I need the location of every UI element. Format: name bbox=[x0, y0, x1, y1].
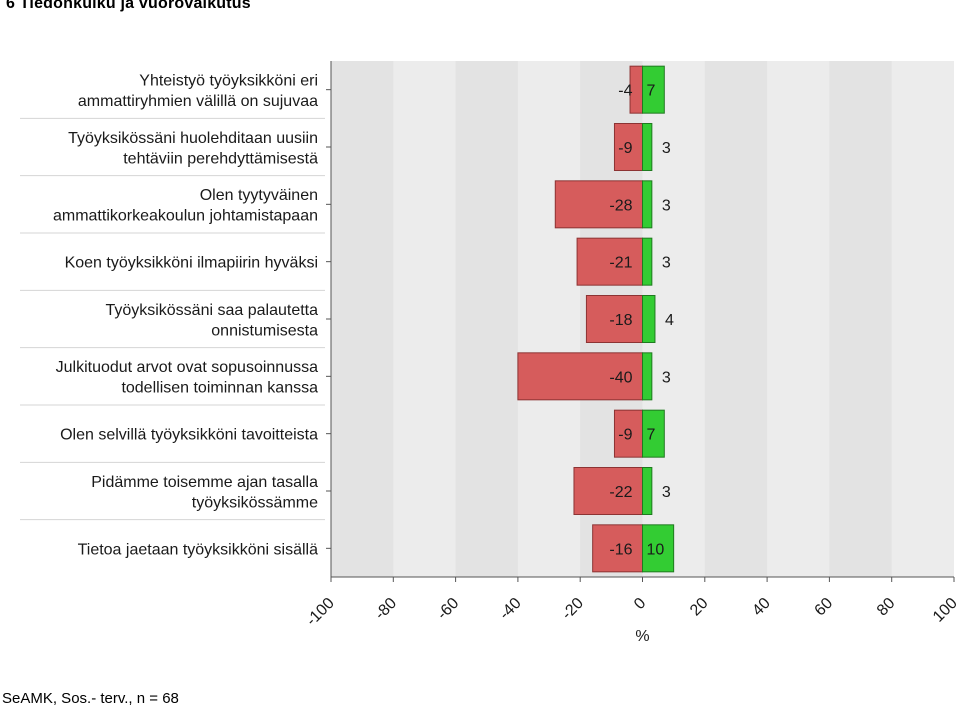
x-tick-label: -40 bbox=[496, 595, 524, 623]
positive-value-label: 3 bbox=[662, 140, 671, 157]
positive-bar bbox=[642, 524, 675, 573]
x-tick-label: -60 bbox=[434, 595, 462, 623]
category-separators bbox=[20, 117, 325, 521]
x-tick-label: 100 bbox=[930, 595, 960, 626]
positive-value-label: 10 bbox=[647, 541, 665, 558]
positive-bar bbox=[642, 467, 653, 515]
positive-bar bbox=[642, 123, 653, 171]
negative-bar bbox=[592, 524, 643, 573]
bars bbox=[517, 65, 675, 573]
negative-bar bbox=[613, 409, 644, 458]
category-label: Yhteistyö työyksikköni eri ammattiryhmien… bbox=[78, 72, 318, 110]
x-tick-label: 0 bbox=[631, 595, 649, 613]
plot-band bbox=[393, 61, 456, 577]
negative-value-label: -9 bbox=[618, 427, 632, 444]
category-label: Koen työyksikköni ilmapiirin hyväksi bbox=[65, 255, 318, 272]
category-label: Tietoa jaetaan työyksikköni sisällä bbox=[78, 541, 319, 558]
x-tick-labels: -100 -80 -60 -40 -20 0 20 40 60 80 100 bbox=[303, 577, 960, 629]
negative-value-label: -22 bbox=[609, 484, 632, 501]
x-tick-label: 80 bbox=[874, 595, 899, 620]
positive-value-label: 7 bbox=[647, 83, 656, 100]
data-labels: -4 7 -9 3 -28 3 -21 3 -18 4 -40 3 -9 7 -22 3 -16 10 bbox=[609, 83, 674, 559]
positive-bar bbox=[642, 237, 653, 286]
negative-value-label: -28 bbox=[609, 197, 632, 214]
negative-value-label: -4 bbox=[618, 83, 632, 100]
negative-value-label: -16 bbox=[609, 541, 632, 558]
negative-bar bbox=[613, 123, 644, 171]
plot-band bbox=[891, 61, 954, 577]
x-tick-label: -100 bbox=[303, 595, 338, 630]
negative-value-label: -18 bbox=[609, 312, 632, 329]
plot-band bbox=[767, 61, 830, 577]
category-label: Työyksikössäni huolehditaan uusiin tehtäv… bbox=[68, 130, 318, 168]
positive-value-label: 4 bbox=[665, 312, 674, 329]
negative-bar bbox=[554, 180, 644, 229]
negative-bar bbox=[517, 352, 644, 401]
x-tick-label: 20 bbox=[687, 595, 712, 620]
positive-value-label: 3 bbox=[662, 484, 671, 501]
positive-bar bbox=[642, 409, 665, 458]
footer-note: SeAMK, Sos.- terv., n = 68 bbox=[2, 690, 179, 707]
category-label: Julkituodut arvot ovat sopusoinnussa tode… bbox=[56, 359, 318, 397]
negative-value-label: -9 bbox=[618, 140, 632, 157]
x-axis-label: % bbox=[635, 628, 649, 645]
positive-bar bbox=[642, 295, 656, 343]
plot-band bbox=[517, 61, 581, 577]
negative-value-label: -40 bbox=[609, 369, 632, 386]
category-label: Pidämme toisemme ajan tasalla työyksiköss… bbox=[91, 474, 318, 512]
x-tick-label: 40 bbox=[749, 595, 774, 620]
positive-bar bbox=[642, 180, 653, 229]
positive-bar bbox=[642, 352, 653, 401]
positive-value-label: 3 bbox=[662, 255, 671, 272]
x-tick-label: -80 bbox=[372, 595, 400, 623]
positive-value-label: 7 bbox=[647, 427, 656, 444]
category-label: Olen tyytyväinen ammattikorkeakoulun joht… bbox=[53, 187, 318, 225]
negative-bar bbox=[573, 467, 643, 515]
negative-bar bbox=[576, 237, 644, 286]
category-label: Olen selvillä työyksikköni tavoitteista bbox=[60, 427, 318, 444]
x-tick-label: 60 bbox=[812, 595, 837, 620]
positive-value-label: 3 bbox=[662, 197, 671, 214]
negative-value-label: -21 bbox=[609, 255, 632, 272]
page-title: 6 Tiedonkulku ja vuorovaikutus bbox=[6, 0, 251, 12]
category-label: Työyksikössäni saa palautetta onnistumise… bbox=[105, 302, 318, 340]
positive-value-label: 3 bbox=[662, 369, 671, 386]
x-tick-label: -20 bbox=[559, 595, 587, 623]
category-labels: Yhteistyö työyksikköni eri ammattiryhmien… bbox=[53, 72, 331, 558]
positive-bar bbox=[642, 65, 665, 114]
